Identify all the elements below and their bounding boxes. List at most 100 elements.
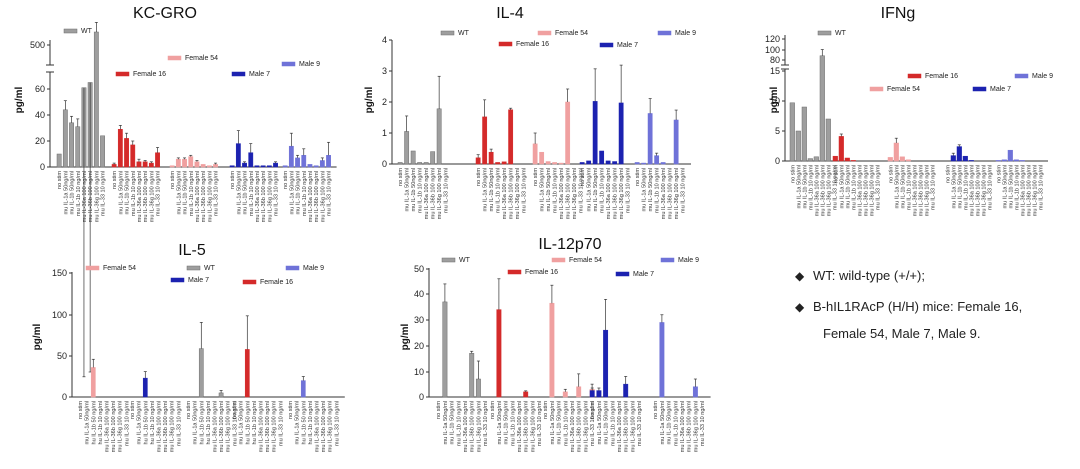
bar xyxy=(218,392,224,398)
x-tick-label: mu IL-1b 10 ng/ml xyxy=(456,401,462,446)
x-tick-label: mu IL-36g 100 ng/ml xyxy=(981,165,987,216)
x-tick-label: mu IL-1a 50ng/ml xyxy=(1002,165,1008,209)
y-tick-label: 4 xyxy=(382,35,387,45)
bar xyxy=(124,138,129,168)
y-tick-label: 40 xyxy=(35,110,45,120)
x-tick-label: mu IL-1a 50ng/ml xyxy=(951,165,957,209)
x-tick-label: no stim xyxy=(436,401,442,419)
bar xyxy=(825,118,831,162)
bar xyxy=(565,101,571,165)
x-tick-label: no stim xyxy=(533,168,539,186)
note-wt-text: WT: wild-type (+/+); xyxy=(813,268,925,283)
x-tick-label: mu IL-1a 50ng/ml xyxy=(660,401,666,445)
x-tick-label: mu IL-33 10 ng/ml xyxy=(176,401,182,446)
y-axis-label: pg/ml xyxy=(769,86,780,113)
bar xyxy=(1001,159,1007,162)
chart-title: IFNg xyxy=(881,5,916,22)
x-tick-label: mu IL-1a 50ng/ml xyxy=(137,401,143,445)
x-tick-label: mu IL-1a 50ng/ml xyxy=(85,401,91,445)
x-tick-label: no stim xyxy=(590,401,596,419)
y-tick-label: 30 xyxy=(414,315,424,325)
x-tick-label: mu IL-36a 100 ng/ml xyxy=(259,401,265,452)
bar xyxy=(532,143,538,165)
bar xyxy=(75,126,81,168)
x-tick-label: mu IL-36a 100 ng/ml xyxy=(969,165,975,216)
x-tick-label: mu IL-33 10 ng/ml xyxy=(124,401,130,446)
bar xyxy=(673,119,679,165)
bar xyxy=(899,156,905,162)
x-tick-label: mu IL-1a 50ng/ml xyxy=(193,401,199,445)
bar xyxy=(789,102,795,162)
x-tick-label: mu IL-33 10 ng/ml xyxy=(232,401,238,446)
x-tick-label: mu IL-33 10 ng/ml xyxy=(700,401,706,446)
x-tick-label: mu IL-36g 100 ng/ml xyxy=(572,168,578,219)
legend-swatch xyxy=(63,28,78,34)
x-tick-label: mu IL-36b 100 ng/ml xyxy=(1026,165,1032,216)
bar xyxy=(130,144,136,168)
x-tick-label: mu IL-36b 100 ng/ml xyxy=(509,168,515,219)
x-tick-label: mu IL-1a 50ng/ml xyxy=(118,171,124,215)
x-tick-label: mu IL-36g 100 ng/ml xyxy=(437,168,443,219)
x-tick-label: mu IL-1b 50ng/ml xyxy=(450,401,456,445)
x-tick-label: mu IL-33 10 ng/ml xyxy=(483,401,489,446)
x-tick-label: mu IL-1b 50ng/ml xyxy=(802,165,808,209)
x-tick-label: mu IL-36b 100 ng/ml xyxy=(321,401,327,452)
x-tick-label: mu IL-1b 50ng/ml xyxy=(1008,165,1014,209)
bar xyxy=(539,151,545,165)
x-tick-label: no stim xyxy=(230,171,236,189)
chart-title: IL-12p70 xyxy=(538,236,601,253)
bar xyxy=(69,122,74,168)
y-tick-label: 50 xyxy=(57,351,67,361)
legend-swatch xyxy=(537,30,552,36)
note-mice-text-cont: Female 54, Male 7, Male 9. xyxy=(823,326,981,341)
x-tick-label: mu IL-36b 100 ng/ml xyxy=(820,165,826,216)
bar xyxy=(832,155,838,162)
bar xyxy=(807,158,813,162)
x-tick-label: mu IL-36b 100 ng/ml xyxy=(566,168,572,219)
bar xyxy=(155,152,160,168)
x-tick-label: mu IL-36g 100 ng/ml xyxy=(583,401,589,452)
legend-swatch xyxy=(242,279,257,285)
legend-swatch xyxy=(599,42,614,48)
legend-swatch xyxy=(657,30,672,36)
y-tick-label: 500 xyxy=(30,40,45,50)
legend-label: Male 9 xyxy=(678,257,699,264)
bar xyxy=(111,164,117,168)
x-tick-label: mu IL-1b 50ng/ml xyxy=(296,171,302,215)
bar xyxy=(288,145,294,168)
legend-swatch xyxy=(1014,73,1029,79)
bar xyxy=(850,160,856,162)
bar xyxy=(795,130,801,162)
x-tick-label: mu IL-1b 10 ng/ml xyxy=(302,171,308,216)
y-tick-label: 0 xyxy=(62,392,67,402)
x-tick-label: mu IL-33 10 ng/ml xyxy=(579,168,585,213)
y-tick-label: 100 xyxy=(52,310,67,320)
y-tick-label: 150 xyxy=(52,268,67,278)
bar xyxy=(887,157,893,162)
bar xyxy=(188,156,194,168)
bar xyxy=(623,383,629,398)
bar xyxy=(1013,159,1019,162)
x-tick-label: mu IL-36a 100 ng/ml xyxy=(814,165,820,216)
x-tick-label: mu IL-33 10 ng/ml xyxy=(214,171,220,216)
legend-label: WT xyxy=(204,265,216,272)
x-tick-label: mu IL-36b 100 ng/ml xyxy=(219,401,225,452)
x-tick-label: mu IL-36a 100 ng/ml xyxy=(308,171,314,222)
legend-swatch xyxy=(115,71,130,77)
legend-swatch xyxy=(907,73,922,79)
bar xyxy=(436,108,442,165)
bar xyxy=(654,155,660,165)
x-tick-label: mu IL-1a 50ng/ml xyxy=(176,171,182,215)
bar xyxy=(313,165,319,168)
legend-swatch xyxy=(817,30,832,36)
x-tick-label: no stim xyxy=(653,401,659,419)
legend-swatch xyxy=(551,257,566,263)
y-tick-label: 0 xyxy=(382,159,387,169)
x-tick-label: mu IL-36a 100 ng/ml xyxy=(517,401,523,452)
bar xyxy=(576,386,582,398)
x-tick-label: mu IL-1a 50ng/ml xyxy=(550,401,556,445)
legend-swatch xyxy=(231,71,246,77)
x-tick-label: mu IL-36a 100 ng/ml xyxy=(570,401,576,452)
bar xyxy=(430,151,436,165)
x-tick-label: mu IL-1b 50ng/ml xyxy=(125,171,131,215)
